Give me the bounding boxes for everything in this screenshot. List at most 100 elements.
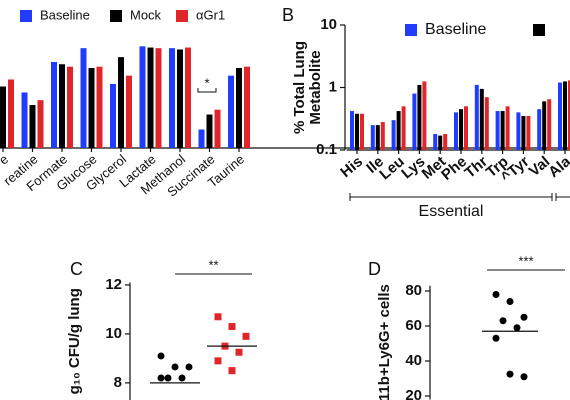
panel-label: C: [70, 259, 83, 279]
y-axis-label: 11b+Ly6G+ cells: [376, 284, 393, 400]
bar: [37, 100, 44, 148]
data-point: [520, 313, 528, 321]
significance-bracket: [197, 88, 217, 93]
bar: [454, 112, 458, 150]
legend-swatch: [176, 10, 188, 22]
bar: [464, 106, 468, 150]
legend-swatch: [405, 24, 417, 36]
y-tick-label: 8: [114, 374, 122, 391]
bar: [80, 48, 87, 149]
bar: [568, 80, 570, 150]
y-tick-label: 0.1: [316, 141, 337, 158]
panel-label: B: [282, 5, 294, 25]
group-label: Essential: [419, 203, 484, 220]
bar: [0, 86, 6, 148]
panel-label: D: [368, 259, 381, 279]
y-axis-label: g₁₀ CFU/g lung: [66, 288, 83, 394]
x-tick-label: His: [337, 153, 366, 181]
y-tick-label: 10: [105, 325, 122, 342]
bar: [236, 67, 242, 148]
bar: [244, 66, 250, 148]
bar: [118, 57, 124, 148]
bar: [206, 114, 213, 148]
significance-label: ***: [518, 253, 533, 268]
bar: [526, 115, 531, 150]
data-point: [492, 334, 500, 342]
data-point: [164, 374, 172, 382]
y-tick-label: 12: [105, 276, 122, 293]
bar: [8, 79, 14, 148]
bar: [505, 106, 510, 150]
bar: [198, 129, 205, 148]
legend-label: αGr1: [196, 7, 225, 22]
bar: [147, 47, 154, 149]
bar: [516, 112, 521, 150]
data-point: [157, 352, 165, 360]
data-point: [214, 313, 222, 321]
bar: [155, 48, 162, 149]
data-point: [506, 298, 514, 305]
bar: [29, 105, 36, 148]
data-point: [157, 374, 165, 382]
bar: [228, 75, 234, 148]
y-axis-label: Metabolite: [307, 50, 324, 124]
significance-label: **: [208, 257, 218, 272]
significance-label: *: [204, 75, 209, 90]
data-point: [506, 370, 514, 378]
bar: [96, 66, 103, 148]
data-point: [242, 332, 250, 340]
legend-swatch: [110, 10, 122, 22]
legend-label: Baseline: [40, 7, 90, 22]
bar: [558, 82, 562, 150]
data-point: [178, 374, 186, 382]
y-tick-label: 80: [405, 282, 422, 299]
bar: [88, 67, 95, 148]
bar: [21, 92, 28, 148]
bar: [375, 125, 380, 150]
bar: [370, 125, 375, 150]
bar: [438, 135, 443, 150]
bar: [412, 93, 417, 150]
bar: [185, 47, 191, 149]
data-point: [171, 363, 179, 371]
data-point: [513, 324, 521, 332]
figure-content: ereatineFormateGlucoseGlycerolLactateMet…: [0, 5, 570, 400]
bar: [169, 48, 175, 149]
bar: [542, 101, 547, 150]
bar: [67, 66, 73, 148]
x-tick-label: Ala: [545, 153, 570, 181]
bar: [500, 111, 505, 150]
y-tick-label: 1: [329, 78, 337, 95]
bar: [214, 109, 221, 148]
bar: [380, 122, 385, 150]
bar: [495, 111, 500, 150]
y-tick-label: 10: [320, 16, 337, 33]
data-point: [235, 348, 243, 356]
bar: [396, 111, 401, 150]
data-point: [520, 373, 528, 381]
bar: [474, 84, 479, 150]
legend-swatch: [533, 24, 545, 36]
bar: [139, 46, 146, 148]
y-tick-label: 20: [405, 387, 422, 400]
bar: [479, 88, 484, 150]
bar: [110, 83, 116, 148]
data-point: [492, 291, 500, 298]
legend-swatch: [20, 10, 32, 22]
x-tick-label: e: [0, 151, 11, 167]
y-tick-label: 40: [405, 352, 422, 369]
data-point: [185, 363, 193, 371]
bar: [563, 81, 567, 150]
bar: [59, 64, 65, 148]
bar: [537, 109, 542, 150]
bar: [443, 134, 448, 150]
bar: [417, 84, 422, 150]
bar: [355, 113, 359, 150]
bar: [401, 106, 406, 150]
bar: [391, 120, 396, 150]
legend-label: Baseline: [425, 21, 486, 38]
bar: [521, 115, 526, 150]
group-bracket: [349, 193, 570, 201]
